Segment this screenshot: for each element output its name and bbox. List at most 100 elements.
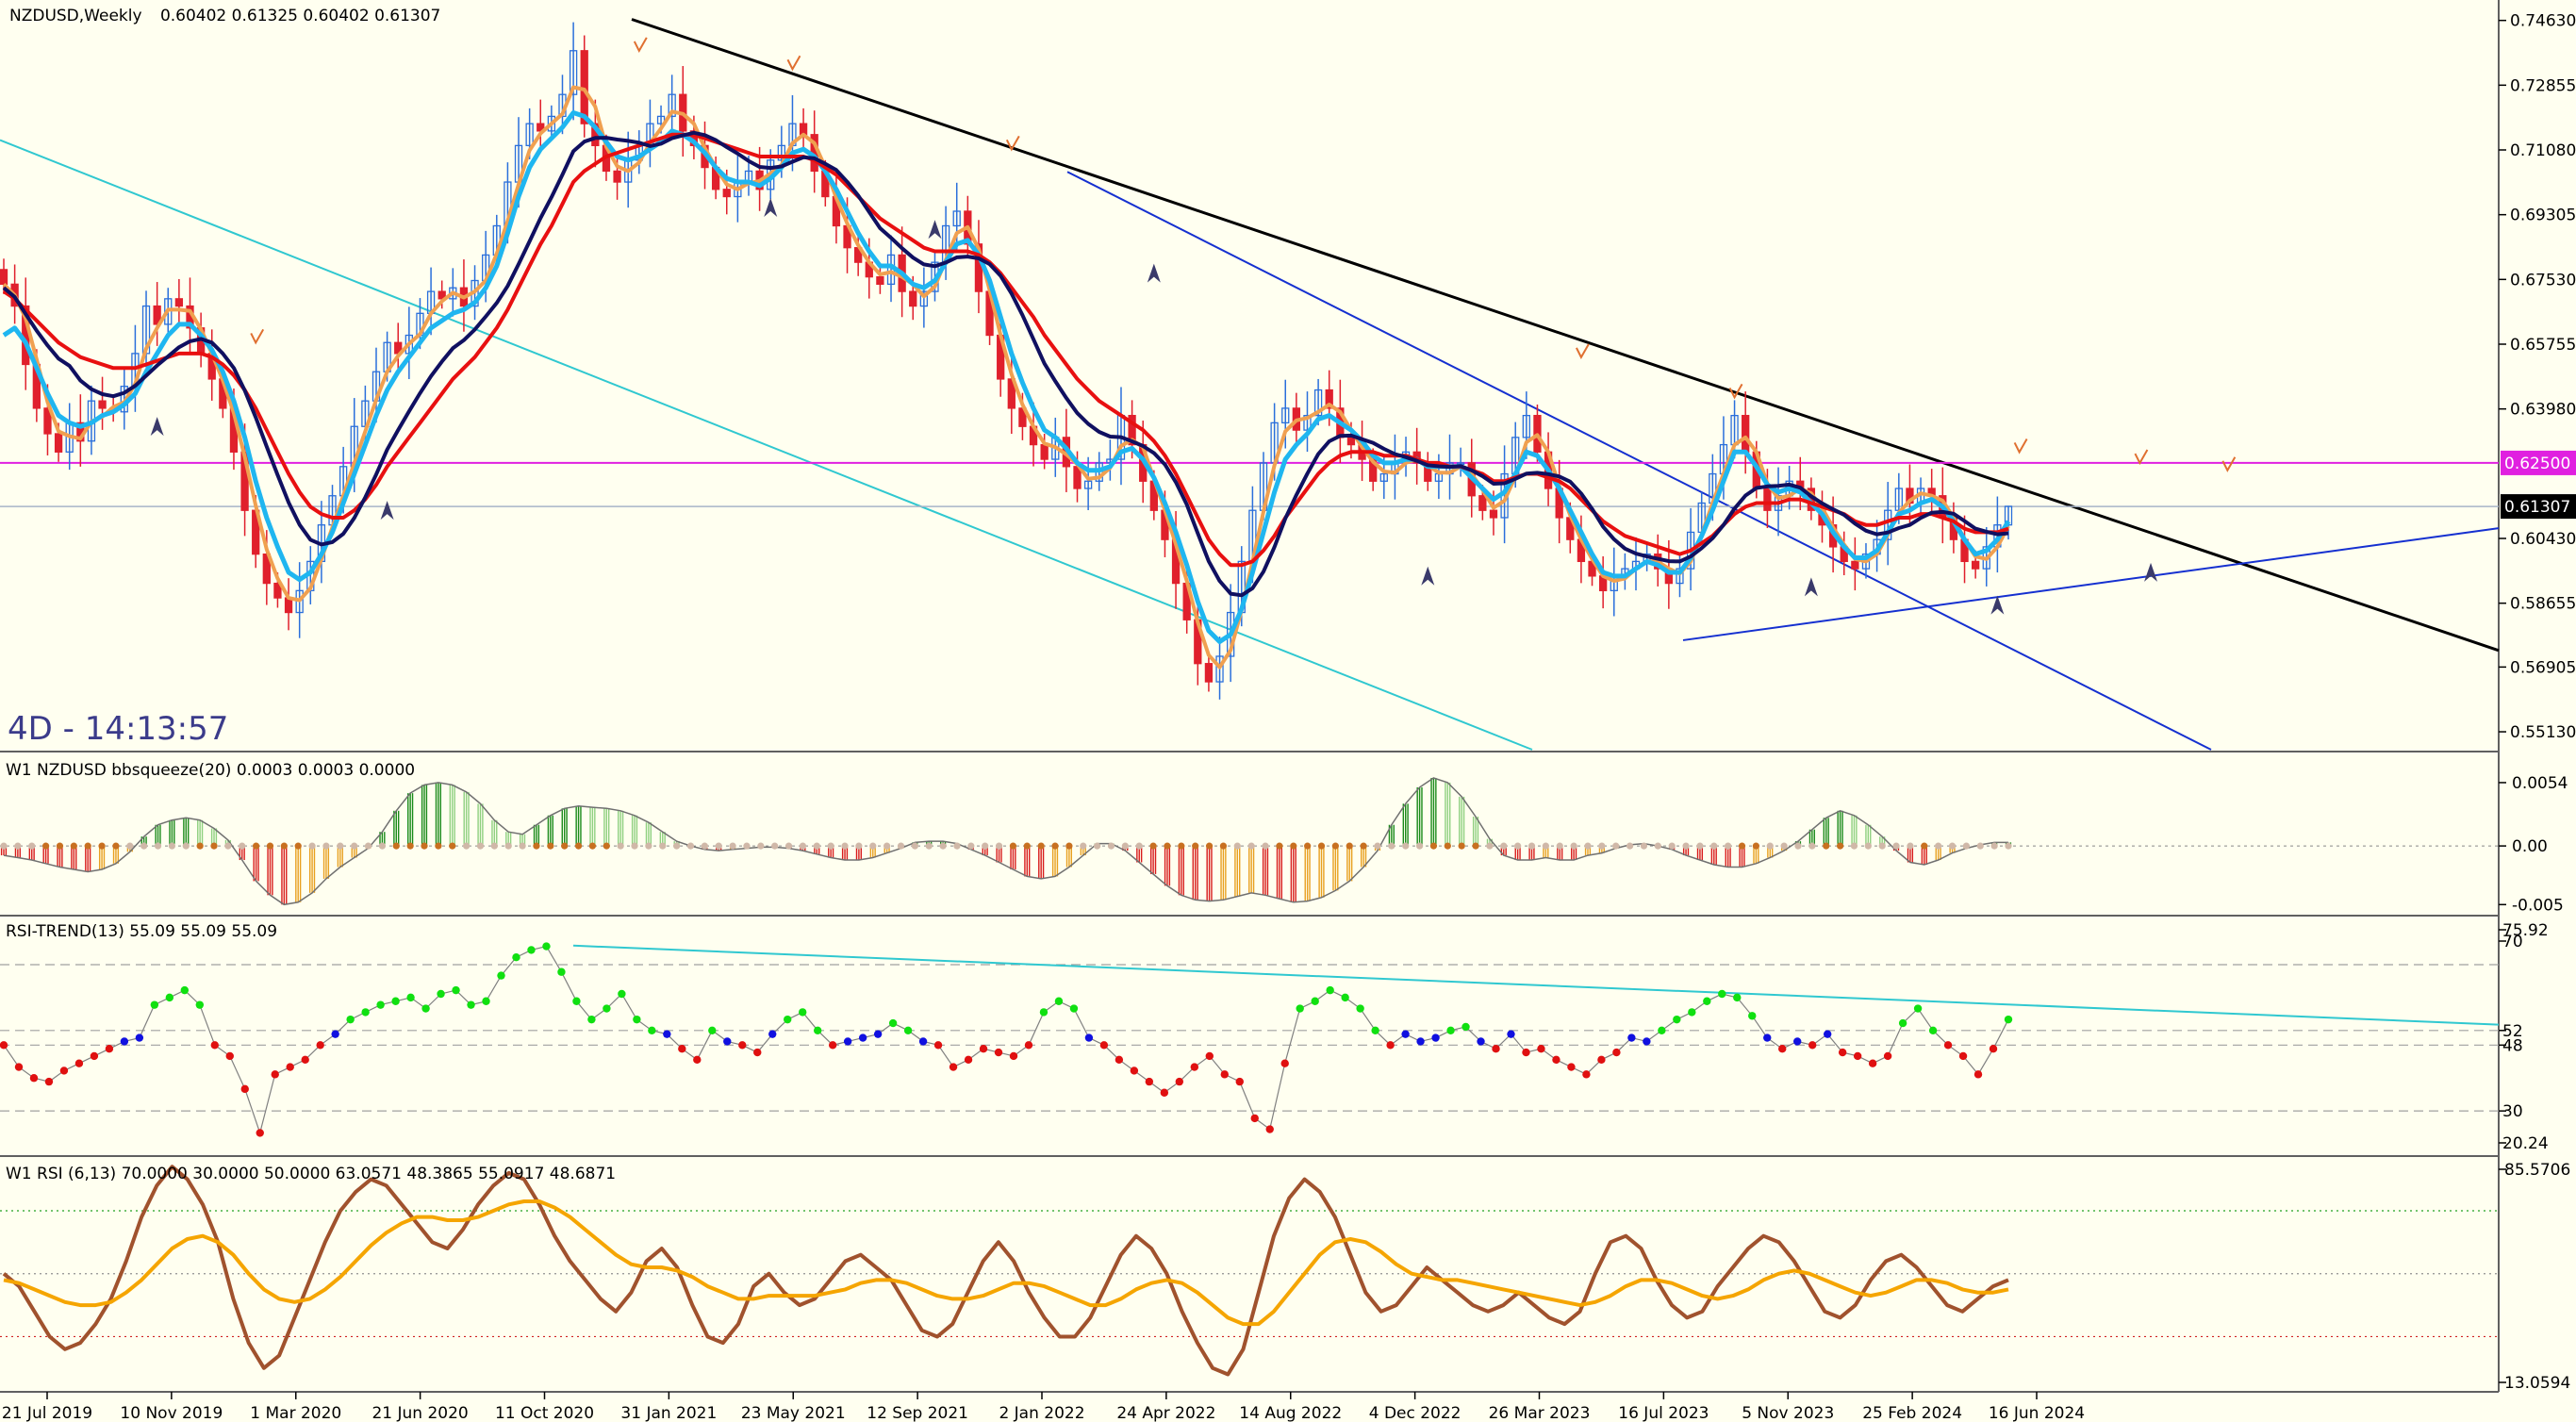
time-label: 31 Jan 2021	[620, 1404, 717, 1422]
squeeze-dot	[1948, 842, 1957, 850]
candle-body	[547, 115, 556, 132]
rsi-panel[interactable]	[0, 1165, 2499, 1377]
squeeze-dot	[1640, 842, 1648, 850]
chart-header: NZDUSD,Weekly 0.60402 0.61325 0.60402 0.…	[9, 7, 440, 25]
candle-body	[1763, 488, 1772, 511]
rsi-trend-dot	[1597, 1055, 1606, 1065]
rsi-trend-dot	[1808, 1041, 1817, 1050]
trendlines[interactable]	[0, 18, 2500, 751]
squeeze-dot	[645, 842, 652, 850]
sell-check-icon	[1005, 135, 1020, 152]
squeeze-dot	[533, 842, 540, 850]
squeeze-dot	[1766, 842, 1774, 850]
rsi-axis-label: 85.5706	[2504, 1161, 2570, 1180]
squeeze-dot	[1612, 842, 1620, 850]
bbsqueeze-panel[interactable]	[0, 777, 2499, 906]
squeeze-dot	[1276, 842, 1283, 850]
squeeze-dot	[322, 842, 330, 850]
rsi-trend-dot	[813, 1026, 822, 1034]
candle-body	[295, 589, 304, 614]
squeeze-dot	[827, 842, 834, 850]
squeeze-dot	[196, 842, 204, 850]
price-panel[interactable]	[0, 18, 2500, 751]
price-label: 0.63980	[2510, 401, 2576, 420]
rsi-trend-dot	[361, 1008, 370, 1017]
sell-check-icon	[2013, 438, 2028, 455]
rsi-ma-line	[3, 1199, 2009, 1327]
rsi-trend-title: RSI-TREND(13) 55.09 55.09 55.09	[6, 922, 277, 941]
rsi-trend-dot	[1130, 1066, 1139, 1075]
squeeze-dot	[1682, 842, 1690, 850]
rsi-trend-dot	[1461, 1022, 1470, 1032]
rsi-trend-dot	[693, 1055, 702, 1065]
candle-body	[1281, 407, 1290, 424]
squeeze-dot	[1205, 842, 1214, 850]
rsi-trend-dot	[1883, 1051, 1892, 1061]
squeeze-dot	[224, 842, 232, 850]
rsi-trend-dot	[1688, 1008, 1696, 1017]
rsi-axis: 85.5706 13.0594	[2499, 1161, 2570, 1393]
squeeze-dot	[1458, 842, 1465, 850]
candle-body	[1851, 560, 1859, 570]
candle-body	[613, 170, 621, 183]
buy-arrow-icon	[1147, 263, 1161, 283]
time-label: 4 Dec 2022	[1369, 1404, 1461, 1422]
sell-check-icon	[1576, 343, 1590, 359]
squeeze-dot	[1402, 842, 1410, 850]
price-axis[interactable]: 0.74630 0.72855 0.71080 0.69305 0.67530 0.657…	[2499, 12, 2576, 742]
squeeze-dot	[406, 842, 414, 850]
rsi-trend-dot	[316, 1041, 324, 1050]
price-tick: 0.67530	[2499, 271, 2576, 289]
squeeze-dot	[463, 842, 471, 850]
squeeze-dot	[1878, 842, 1886, 850]
squeeze-dot	[1500, 842, 1508, 850]
blue-support-trendline	[1682, 527, 2500, 641]
moving-averages	[2, 85, 2011, 670]
squeeze-dot	[1037, 842, 1045, 850]
squeeze-dot	[140, 842, 148, 850]
squeeze-dot	[1415, 842, 1424, 850]
squeeze-dot	[967, 842, 975, 850]
rsi-trend-dot	[1537, 1044, 1545, 1053]
squeeze-dot	[673, 842, 681, 850]
squeeze-dot	[1710, 842, 1718, 850]
rsi-trend-dot	[1190, 1063, 1199, 1071]
rsi-trend-dot	[1643, 1037, 1651, 1046]
squeeze-dot	[1219, 842, 1228, 850]
rsi-trend-dot	[497, 971, 505, 980]
price-label: 0.55130	[2510, 723, 2576, 742]
squeeze-dot	[84, 842, 91, 850]
rsi-trend-dot	[1446, 1026, 1455, 1034]
rsi-trend-dot	[542, 942, 551, 951]
squeeze-dot	[869, 842, 877, 850]
squeeze-dot	[239, 842, 246, 850]
squeeze-dot	[490, 842, 498, 850]
squeeze-dot	[1065, 842, 1073, 850]
rsi-trend-axis-label: 75.92	[2502, 921, 2549, 940]
rsi-trend-dot	[1943, 1041, 1953, 1050]
candle-body	[1522, 414, 1530, 438]
buy-arrow-icon	[928, 220, 942, 240]
squeeze-dot	[378, 842, 387, 850]
rsi-trend-dot	[828, 1041, 837, 1050]
rsi-trend-dot	[1371, 1026, 1379, 1034]
rsi-trend-panel[interactable]	[0, 942, 2500, 1137]
rsi-trend-dot	[1898, 1018, 1907, 1028]
time-axis[interactable]: 21 Jul 2019 10 Nov 2019 1 Mar 2020 21 Jun 2…	[2, 1392, 2085, 1422]
rsi-trend-dot	[105, 1044, 114, 1053]
squeeze-dot	[126, 842, 134, 850]
rsi-trend-dot	[286, 1063, 294, 1071]
squeeze-dot	[603, 842, 610, 850]
price-label: 0.58655	[2510, 595, 2576, 614]
squeeze-dot	[897, 842, 905, 850]
price-tick: 0.55130	[2499, 723, 2576, 742]
squeeze-dot	[1780, 842, 1788, 850]
rsi-trend-dot	[799, 1008, 807, 1017]
rsi-trend-dot	[1069, 1004, 1079, 1013]
squeeze-dot	[1247, 842, 1255, 850]
rsi-trend-dot	[90, 1051, 99, 1061]
price-tick: 0.65755	[2499, 336, 2576, 355]
squeeze-dot	[1304, 842, 1312, 850]
